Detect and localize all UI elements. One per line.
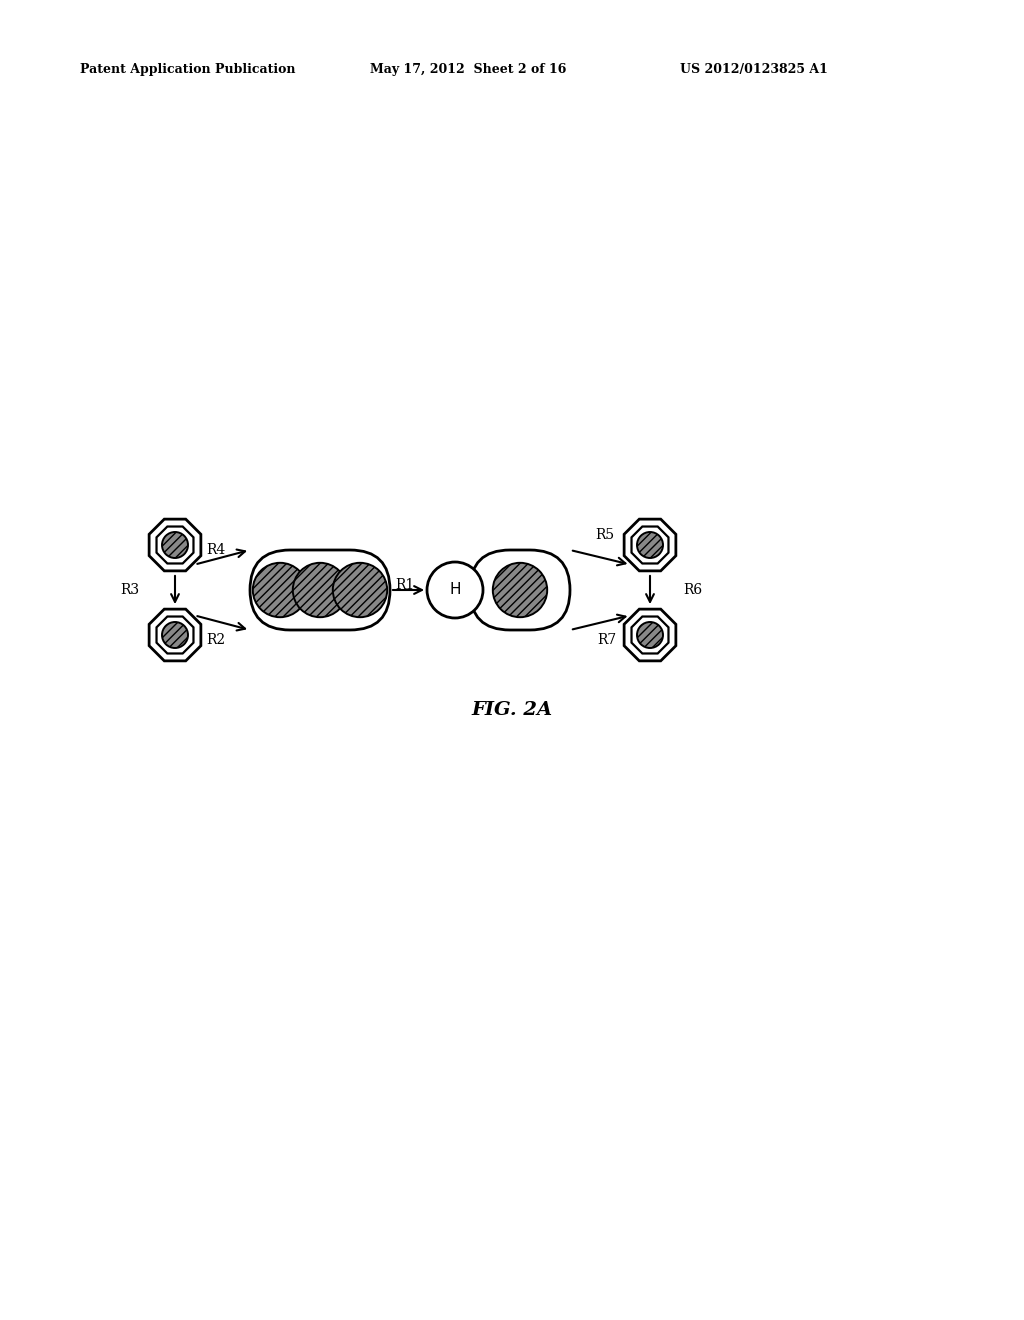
Circle shape: [293, 562, 347, 618]
Text: May 17, 2012  Sheet 2 of 16: May 17, 2012 Sheet 2 of 16: [370, 63, 566, 77]
Polygon shape: [157, 616, 194, 653]
Text: R2: R2: [206, 634, 225, 647]
Text: H: H: [450, 582, 461, 598]
Polygon shape: [632, 527, 669, 564]
Polygon shape: [150, 519, 201, 570]
Text: US 2012/0123825 A1: US 2012/0123825 A1: [680, 63, 827, 77]
Circle shape: [162, 532, 188, 558]
Circle shape: [637, 622, 663, 648]
Circle shape: [162, 622, 188, 648]
Text: R7: R7: [598, 634, 617, 647]
Circle shape: [253, 562, 307, 618]
Polygon shape: [625, 609, 676, 661]
Polygon shape: [157, 527, 194, 564]
Polygon shape: [632, 616, 669, 653]
Text: FIG. 2A: FIG. 2A: [471, 701, 553, 719]
FancyBboxPatch shape: [250, 550, 390, 630]
Circle shape: [493, 562, 547, 618]
Circle shape: [427, 562, 483, 618]
Text: R1: R1: [395, 578, 415, 591]
Polygon shape: [150, 609, 201, 661]
Text: R6: R6: [683, 583, 702, 597]
Text: R3: R3: [120, 583, 139, 597]
Text: R5: R5: [595, 528, 614, 543]
Text: Patent Application Publication: Patent Application Publication: [80, 63, 296, 77]
Text: R4: R4: [206, 543, 225, 557]
Circle shape: [637, 532, 663, 558]
Circle shape: [333, 562, 387, 618]
Polygon shape: [625, 519, 676, 570]
FancyBboxPatch shape: [470, 550, 570, 630]
